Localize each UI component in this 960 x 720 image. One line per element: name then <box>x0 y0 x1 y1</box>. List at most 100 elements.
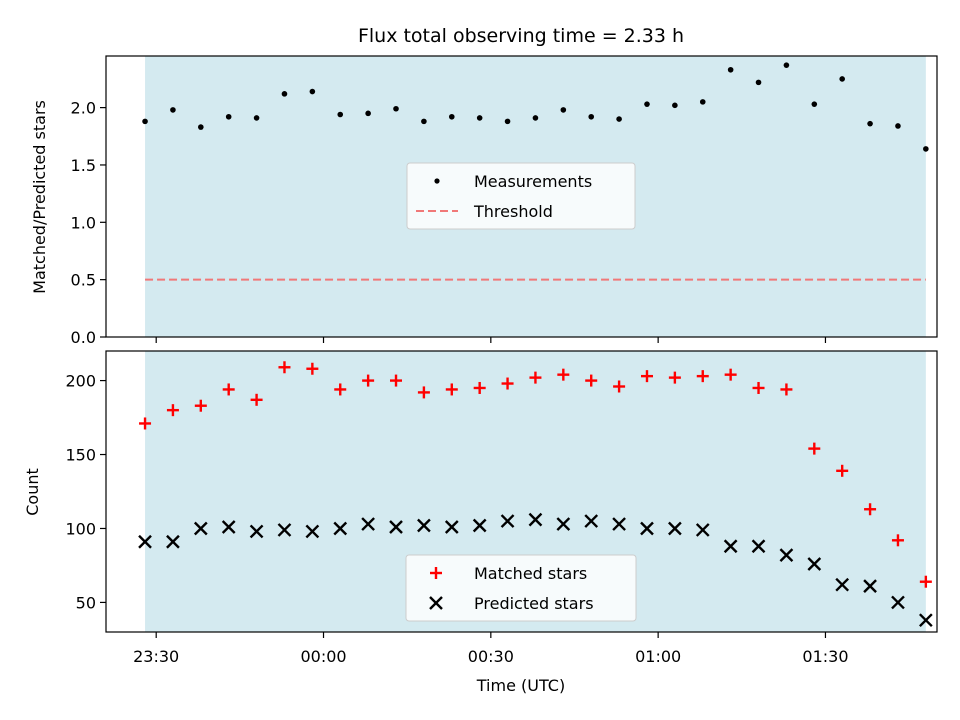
matched-star-point <box>166 404 179 417</box>
matched-star-point <box>668 371 681 384</box>
bottom-legend-box <box>405 554 637 622</box>
y-tick-label: 2.0 <box>71 99 96 118</box>
y-tick-label: 150 <box>65 446 96 465</box>
x-stroke-b <box>444 520 459 534</box>
x-stroke-b <box>556 517 571 531</box>
measurement-point <box>365 110 371 117</box>
ratio-subplot: 0.00.51.01.52.0 Matched/Predicted stars … <box>30 55 938 347</box>
x-tick-label: 00:30 <box>468 647 514 666</box>
predicted-star-point <box>556 517 571 531</box>
matched-star-point <box>836 464 849 477</box>
measurements-legend-label: Measurements <box>474 172 592 191</box>
matched-star-point <box>222 383 235 396</box>
predicted-star-point <box>891 595 905 610</box>
x-stroke-b <box>249 524 264 539</box>
matched-star-point <box>891 534 904 547</box>
x-stroke-b <box>138 534 152 549</box>
bottom-x-ticks: 23:30 00:00 00:30 01:00 01:30 <box>133 632 849 666</box>
x-axis-title: Time (UTC) <box>476 676 565 695</box>
predicted-star-point <box>640 521 654 536</box>
measurement-point <box>867 120 873 127</box>
measurement-point <box>588 113 595 120</box>
top-legend-box <box>406 162 636 230</box>
predicted-star-point <box>361 517 375 531</box>
y-tick-label: 0.0 <box>71 328 96 347</box>
predicted-star-point <box>612 517 626 531</box>
predicted-star-point <box>863 579 877 594</box>
measurement-point <box>755 79 762 86</box>
measurement-point <box>281 91 288 97</box>
measurement-point <box>839 76 845 82</box>
predicted-star-point <box>695 523 710 537</box>
matched-star-point <box>613 380 626 393</box>
measurement-point <box>476 115 483 121</box>
measurement-point <box>504 118 511 125</box>
measurement-point <box>923 146 929 152</box>
predicted-star-point <box>305 524 320 539</box>
predicted-star-point <box>584 514 599 528</box>
x-stroke-b <box>500 514 515 528</box>
matched-star-point <box>640 370 653 383</box>
predicted-star-point <box>918 613 933 628</box>
matched-star-point <box>278 361 291 374</box>
measurement-point <box>337 111 344 118</box>
matched-star-point <box>864 503 877 516</box>
matched-star-point <box>445 383 458 396</box>
x-stroke-b <box>389 520 403 534</box>
x-stroke-b <box>472 518 487 533</box>
y-tick-label: 100 <box>65 519 96 538</box>
count-subplot: 50 100 150 200 23:30 00:00 00:30 01:00 01:30 Co… <box>23 350 938 695</box>
measurement-points <box>142 62 929 152</box>
matched-star-point <box>194 399 207 412</box>
x-stroke-b <box>528 512 543 527</box>
measurement-point <box>895 123 901 129</box>
predicted-star-point <box>249 524 264 539</box>
top-axes-frame <box>105 55 938 338</box>
predicted-star-point <box>417 518 431 533</box>
y-tick-label: 200 <box>65 372 96 391</box>
x-stroke-b <box>361 517 375 531</box>
threshold-legend-label: Threshold <box>473 202 553 221</box>
predicted-star-point <box>528 512 543 527</box>
measurement-point <box>393 105 399 112</box>
measurement-point <box>783 62 790 68</box>
matched-star-point <box>557 368 570 381</box>
bottom-legend: Matched stars Predicted stars <box>405 554 637 622</box>
x-stroke-b <box>779 548 794 562</box>
predicted-star-point <box>500 514 515 528</box>
y-tick-label: 1.0 <box>71 213 96 232</box>
predicted-star-point <box>166 534 180 549</box>
measurement-point <box>421 118 427 125</box>
matched-star-point <box>390 374 403 387</box>
matched-star-point <box>473 381 486 394</box>
bottom-axes-frame <box>105 350 938 633</box>
matched-star-point <box>417 386 430 399</box>
x-stroke-b <box>417 518 431 533</box>
measurement-point <box>532 115 539 121</box>
matched-legend-label: Matched stars <box>474 564 587 583</box>
x-stroke-b <box>221 520 236 534</box>
x-stroke-b <box>305 524 320 539</box>
top-x-ticks <box>155 337 827 343</box>
matched-legend-marker <box>430 567 442 579</box>
x-stroke-b <box>277 523 292 537</box>
bottom-y-axis-title: Count <box>23 468 42 516</box>
x-stroke-b <box>193 521 208 536</box>
measurement-point <box>225 113 232 120</box>
matched-star-point <box>919 575 932 588</box>
predicted-star-point <box>444 520 459 534</box>
x-stroke-b <box>835 577 850 592</box>
x-stroke-b <box>668 521 682 536</box>
matched-star-point <box>696 370 709 383</box>
predicted-star-point <box>221 520 236 534</box>
predicted-legend-label: Predicted stars <box>474 594 594 613</box>
x-tick-label: 01:00 <box>635 647 681 666</box>
matched-star-point <box>529 371 542 384</box>
top-y-ticks: 0.0 0.5 1.0 1.5 2.0 <box>71 99 106 347</box>
measurement-point <box>699 99 706 105</box>
x-stroke-b <box>640 521 654 536</box>
matched-star-point <box>752 381 765 394</box>
measurement-point <box>170 107 176 113</box>
predicted-star-point <box>193 521 208 536</box>
measurement-point <box>811 101 818 107</box>
